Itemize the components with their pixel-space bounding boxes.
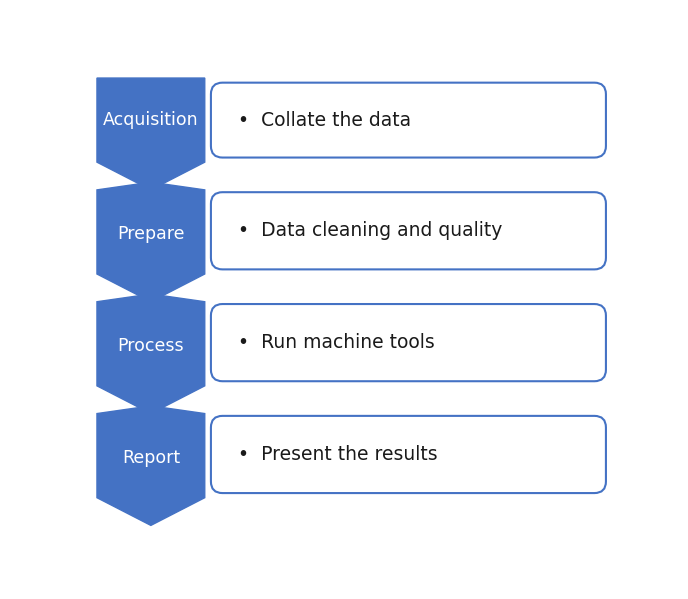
FancyBboxPatch shape bbox=[211, 83, 606, 158]
FancyBboxPatch shape bbox=[211, 304, 606, 381]
FancyBboxPatch shape bbox=[211, 192, 606, 270]
Polygon shape bbox=[97, 294, 205, 413]
FancyBboxPatch shape bbox=[211, 416, 606, 493]
Polygon shape bbox=[97, 78, 205, 190]
Text: Prepare: Prepare bbox=[117, 225, 184, 243]
Text: •  Present the results: • Present the results bbox=[238, 445, 438, 464]
Text: •  Data cleaning and quality: • Data cleaning and quality bbox=[238, 221, 502, 240]
Polygon shape bbox=[97, 406, 205, 525]
Text: Process: Process bbox=[118, 337, 184, 355]
Text: Report: Report bbox=[122, 449, 180, 467]
Text: Acquisition: Acquisition bbox=[103, 111, 199, 129]
Polygon shape bbox=[97, 182, 205, 302]
Text: •  Run machine tools: • Run machine tools bbox=[238, 333, 435, 352]
Text: •  Collate the data: • Collate the data bbox=[238, 111, 411, 129]
